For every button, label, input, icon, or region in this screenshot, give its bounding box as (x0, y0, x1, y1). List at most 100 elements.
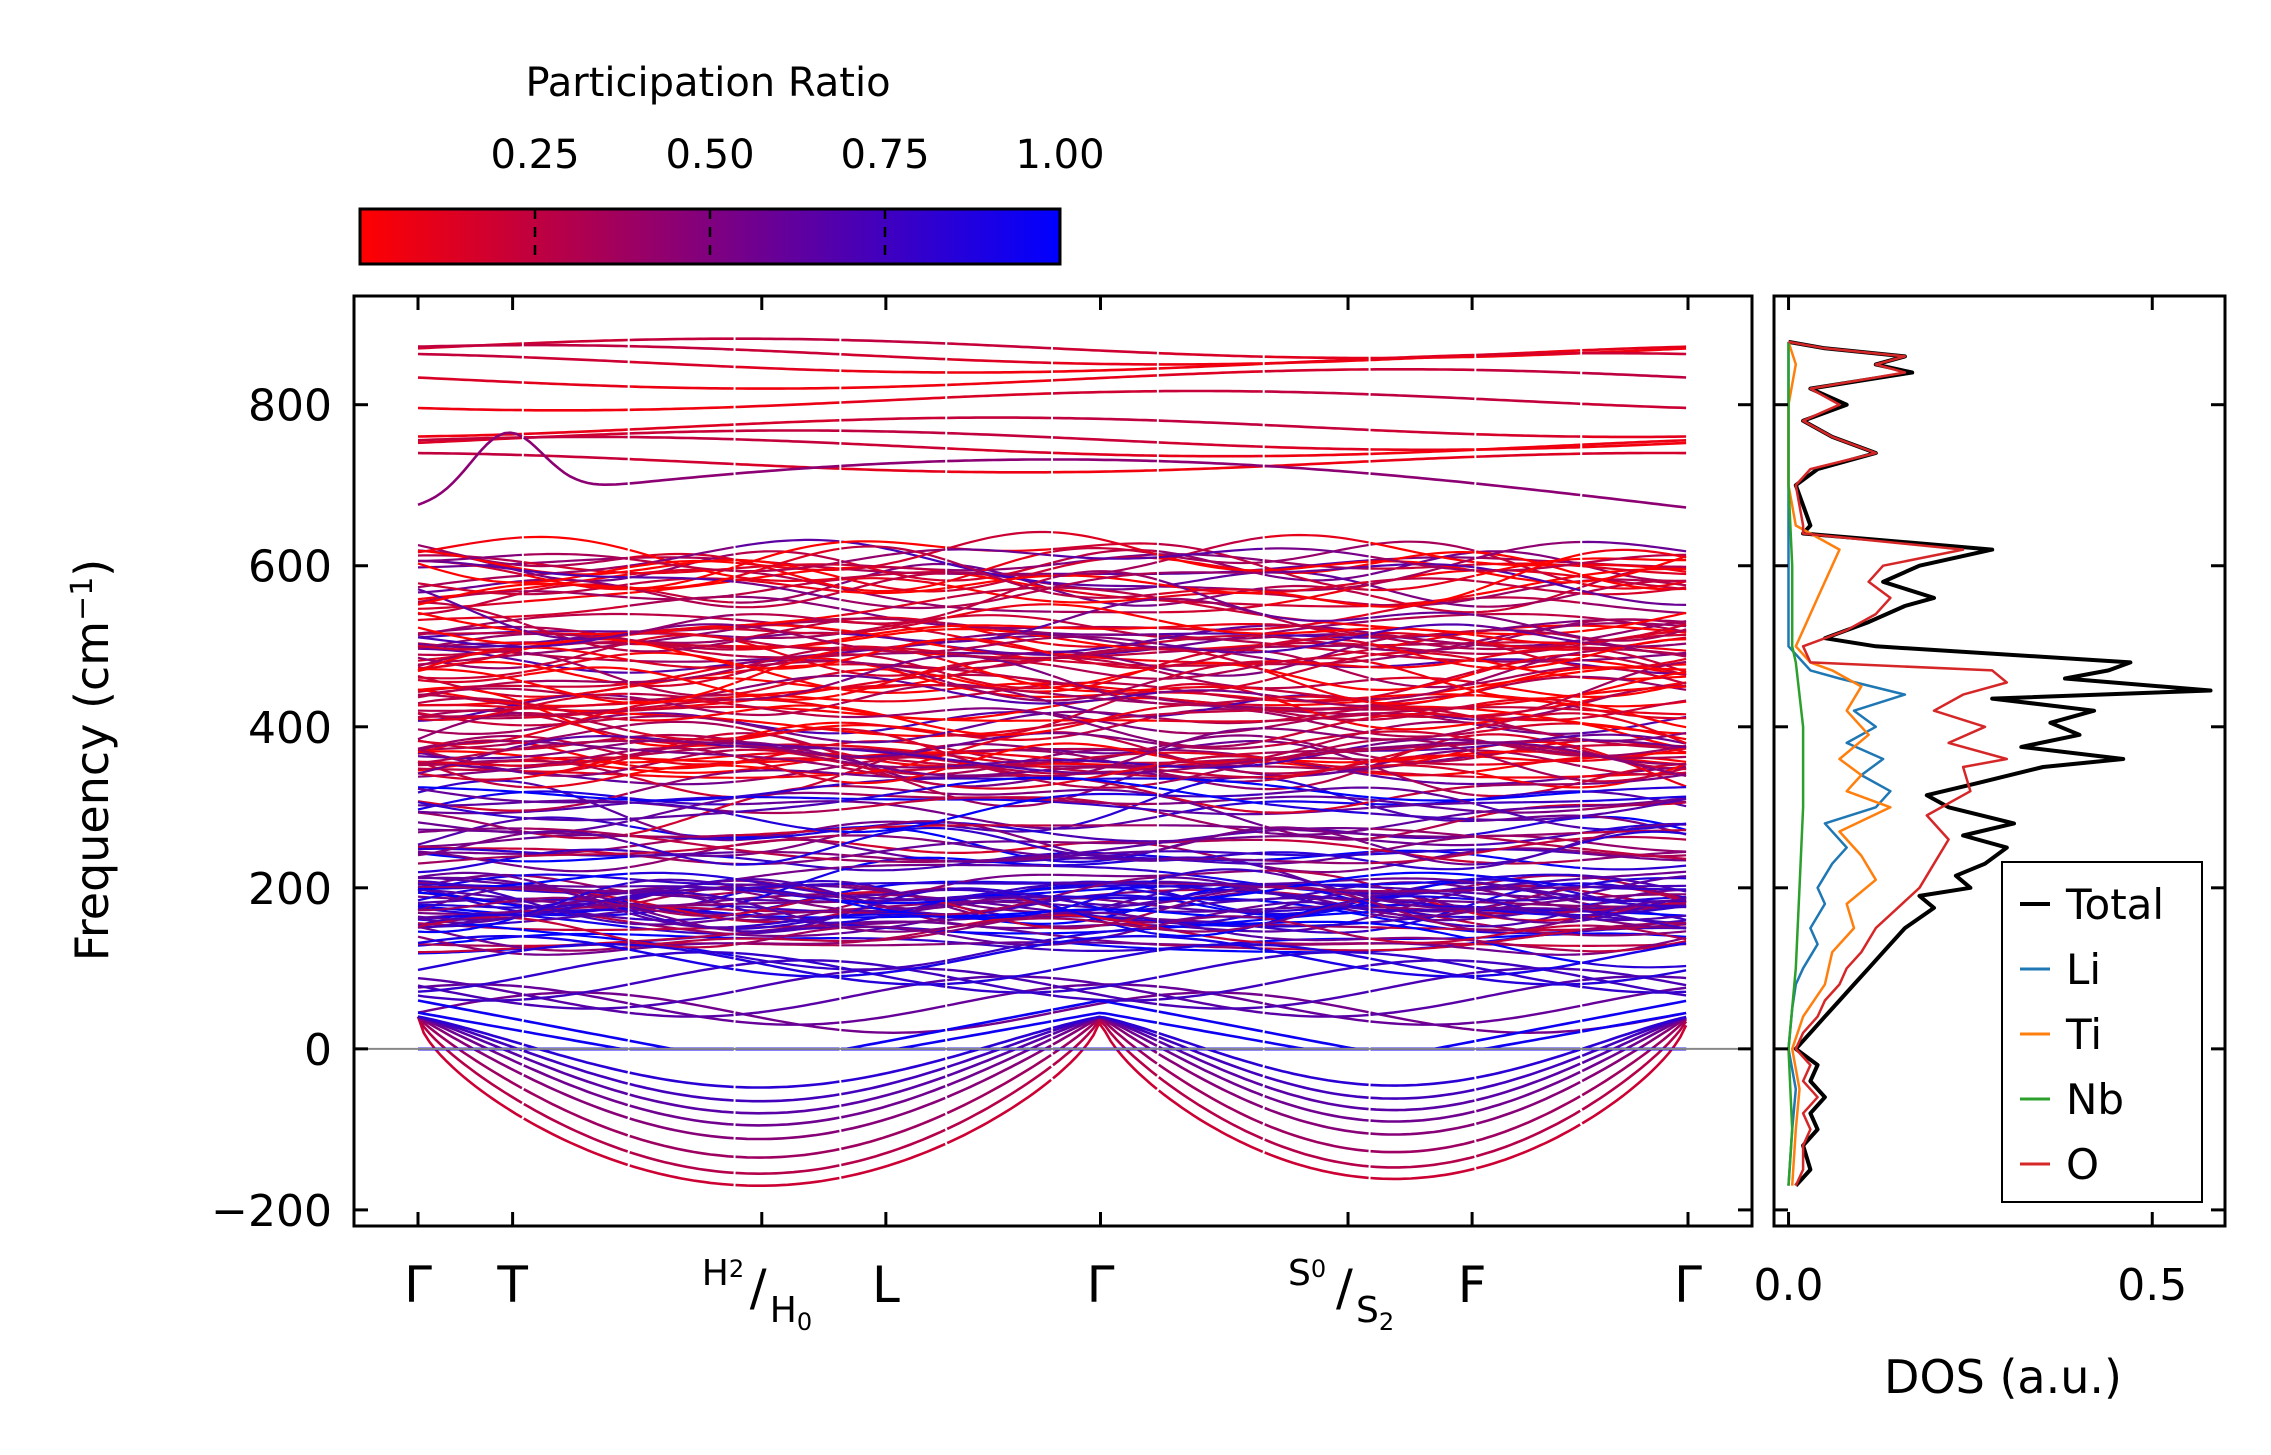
phonon-band (417, 897, 522, 904)
phonon-band (1264, 1030, 1369, 1051)
phonon-band (735, 1080, 840, 1089)
phonon-band (629, 775, 734, 799)
phonon-band (1264, 941, 1369, 945)
phonon-band (523, 873, 628, 880)
phonon-band (735, 833, 840, 857)
phonon-band (1264, 865, 1369, 874)
phonon-band (841, 1057, 946, 1083)
phonon-band (417, 684, 522, 693)
phonon-band (1158, 983, 1263, 1001)
phonon-band (841, 571, 946, 593)
phonon-band (1370, 368, 1475, 372)
phonon-band (1582, 822, 1687, 831)
phonon-band (417, 697, 523, 705)
phonon-band (1581, 1011, 1687, 1033)
colorbar-tick-label: 1.00 (1015, 132, 1104, 178)
phonon-band (1370, 922, 1475, 941)
phonon-band (1158, 1021, 1263, 1043)
phonon-band (1476, 640, 1581, 651)
phonon-band (735, 419, 840, 426)
phonon-band (1476, 666, 1581, 685)
phonon-band (1158, 796, 1263, 805)
phonon-band (947, 684, 1052, 695)
phonon-band (1264, 1094, 1369, 1122)
phonon-band (1581, 751, 1687, 777)
phonon-band (1264, 464, 1369, 475)
phonon-band (735, 882, 840, 890)
phonon-band (1476, 482, 1581, 497)
phonon-band (523, 770, 628, 784)
phonon-band (1158, 682, 1264, 697)
phonon-band (841, 882, 946, 885)
phonon-band (1370, 642, 1475, 668)
phonon-band (523, 874, 628, 893)
phonon-band (1370, 741, 1475, 750)
phonon-band (1052, 638, 1158, 654)
phonon-band (1582, 653, 1687, 677)
phonon-band (1476, 596, 1581, 604)
phonon-band (1476, 351, 1581, 357)
phonon-band (735, 834, 840, 847)
phonon-band (946, 742, 1052, 770)
phonon-band (1052, 788, 1158, 797)
colorbar-tick-label: 0.50 (665, 132, 754, 178)
phonon-band (947, 776, 1052, 787)
phonon-band (841, 653, 946, 675)
phonon-band (1581, 1020, 1688, 1111)
phonon-band (629, 939, 734, 949)
phonon-band (1264, 716, 1369, 742)
phonon-band (1582, 786, 1687, 793)
phonon-band (1476, 837, 1581, 854)
phonon-band (523, 830, 628, 844)
phonon-band (417, 656, 522, 670)
phonon-band (1264, 445, 1369, 451)
phonon-band (1475, 553, 1581, 592)
phonon-band (1264, 460, 1369, 468)
phonon-bands (416, 337, 1688, 1187)
phonon-band (523, 535, 628, 551)
phonon-band (735, 997, 840, 1016)
phonon-band (1052, 864, 1158, 873)
phonon-band (1476, 816, 1581, 836)
phonon-band (735, 638, 840, 652)
phonon-band (1052, 977, 1158, 996)
phonon-band (735, 619, 840, 641)
phonon-band (1052, 389, 1157, 395)
phonon-band (1582, 884, 1687, 889)
phonon-band (1052, 374, 1157, 382)
phonon-band (841, 625, 946, 641)
phonon-band (629, 435, 734, 441)
phonon-band (735, 1129, 840, 1141)
phonon-band (417, 352, 522, 359)
phonon-band (946, 1078, 1052, 1145)
qpoint-label: T (496, 1256, 528, 1314)
phonon-band (841, 818, 946, 834)
phonon-band (1264, 560, 1369, 572)
phonon-band (735, 721, 840, 743)
phonon-band (1582, 620, 1687, 641)
phonon-band (1264, 795, 1369, 801)
phonon-band (841, 628, 946, 643)
phonon-band (417, 994, 523, 1014)
phonon-band (629, 720, 734, 728)
phonon-band (735, 561, 840, 571)
phonon-band (1052, 687, 1158, 725)
phonon-band (629, 990, 734, 1009)
phonon-band (629, 613, 734, 621)
phonon-band (1158, 370, 1263, 377)
dos-curve-ti (1787, 341, 1892, 1186)
phonon-band (629, 546, 734, 567)
phonon-band (947, 548, 1052, 557)
phonon-band (629, 748, 734, 757)
phonon-band (841, 1142, 946, 1179)
phonon-band (1370, 848, 1475, 856)
phonon-band (1053, 914, 1158, 929)
phonon-band (841, 864, 946, 872)
phonon-band (1582, 666, 1687, 671)
phonon-band (629, 1104, 734, 1126)
phonon-band (840, 655, 946, 683)
phonon-band (1476, 776, 1581, 786)
phonon-band (1264, 802, 1369, 815)
phonon-band (735, 765, 840, 783)
